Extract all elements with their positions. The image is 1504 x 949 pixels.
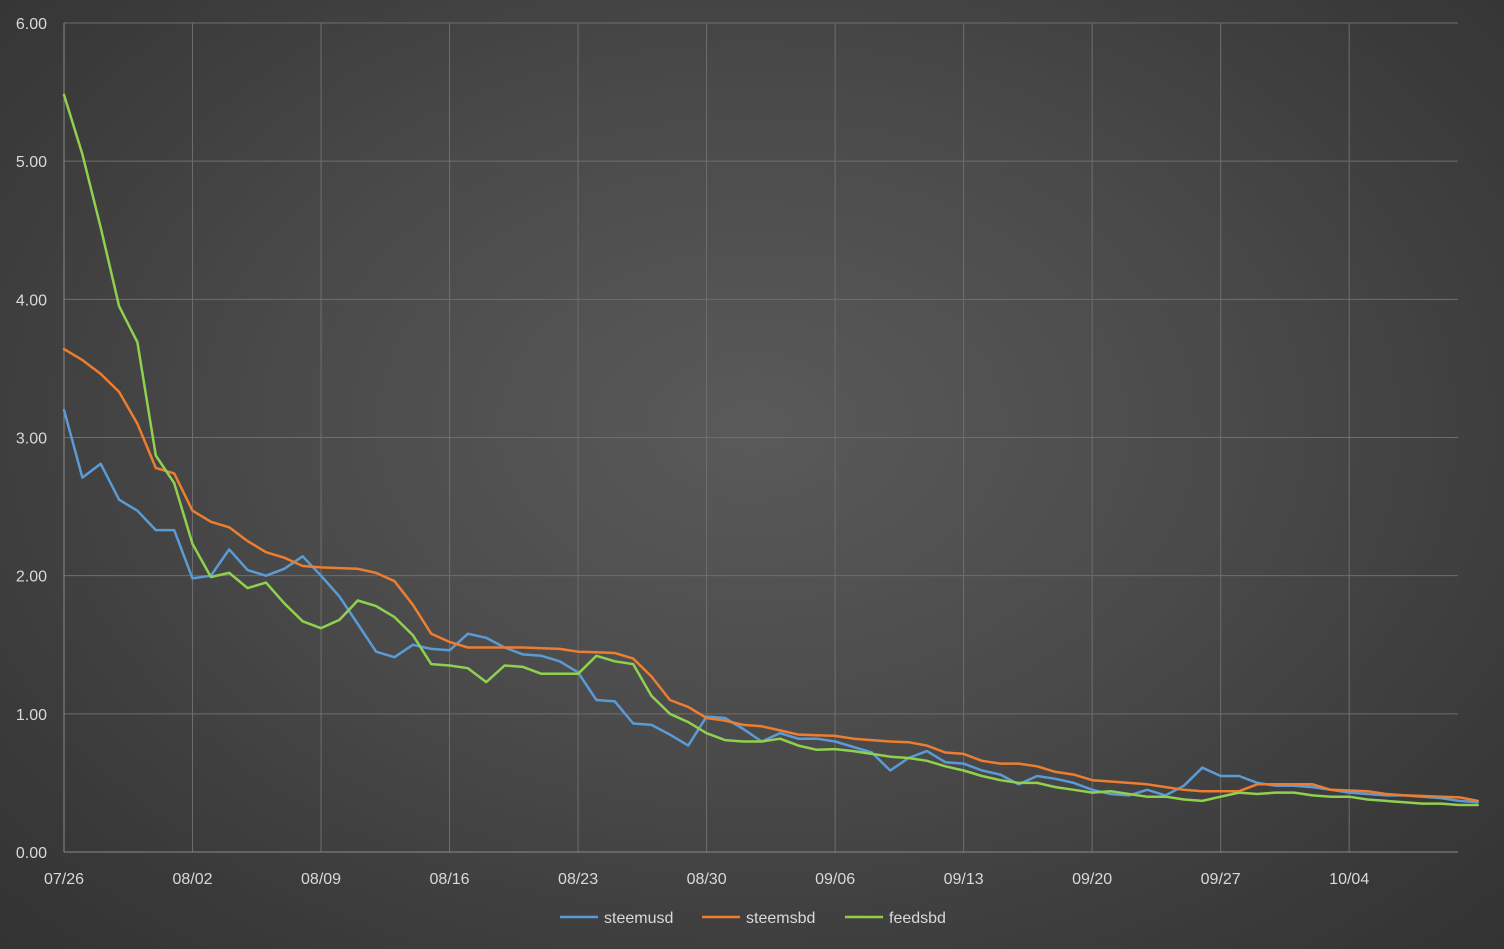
- x-tick-label: 08/09: [301, 871, 341, 888]
- x-tick-label: 09/20: [1072, 871, 1112, 888]
- y-tick-label: 6.00: [16, 16, 47, 33]
- x-tick-label: 09/06: [815, 871, 855, 888]
- x-tick-label: 08/02: [172, 871, 212, 888]
- x-tick-label: 07/26: [44, 871, 84, 888]
- y-tick-labels: 0.00 1.00 2.00 3.00 4.00 5.00 6.00: [16, 16, 47, 862]
- y-tick-label: 4.00: [16, 292, 47, 309]
- gridlines: [64, 22, 1458, 715]
- y-tick-label: 0.00: [16, 845, 47, 862]
- x-tick-label: 08/16: [430, 871, 470, 888]
- x-tick-label: 09/27: [1201, 871, 1241, 888]
- x-tick-label: 09/13: [944, 871, 984, 888]
- legend-label-steemusd: steemusd: [604, 910, 673, 927]
- vertical-gridlines: [192, 23, 1350, 852]
- legend: steemusd steemsbd feedsbd: [560, 910, 946, 927]
- legend-label-feedsbd: feedsbd: [889, 910, 946, 927]
- y-tick-label: 5.00: [16, 154, 47, 171]
- series-line-feedsbd: [62, 93, 1479, 807]
- y-tick-label: 1.00: [16, 707, 47, 724]
- legend-label-steemsbd: steemsbd: [746, 910, 815, 927]
- series-lines: [62, 93, 1479, 807]
- x-tick-labels: 07/26 08/02 08/09 08/16 08/23 08/30 09/06 09/13…: [44, 871, 1369, 888]
- x-tick-label: 10/04: [1329, 871, 1369, 888]
- x-tick-label: 08/30: [687, 871, 727, 888]
- series-line-steemsbd: [62, 347, 1479, 803]
- y-tick-label: 3.00: [16, 431, 47, 448]
- y-tick-label: 2.00: [16, 569, 47, 586]
- x-tick-label: 08/23: [558, 871, 598, 888]
- series-line-steemusd: [62, 408, 1479, 804]
